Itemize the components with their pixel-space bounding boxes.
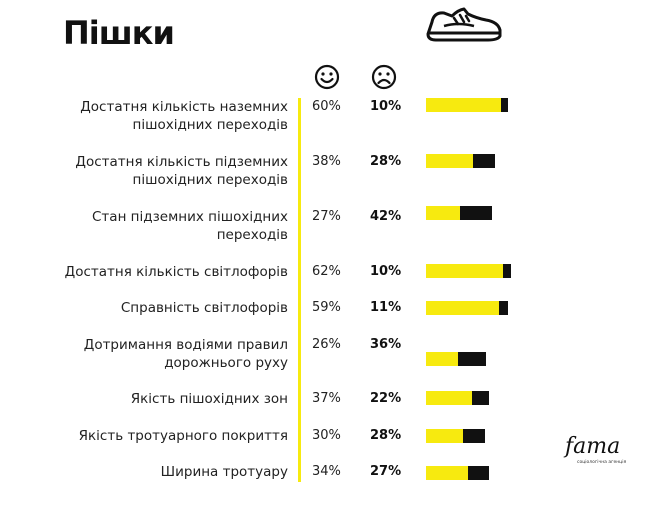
smiley-face-icon xyxy=(314,64,340,90)
bar-segment-dissatisfied xyxy=(473,154,495,168)
bar-segment-dissatisfied xyxy=(468,466,490,480)
satisfied-value: 27% xyxy=(312,209,341,224)
chart-row: Якість тротуарного покриття 30% 28% xyxy=(0,427,645,471)
satisfied-value: 38% xyxy=(312,154,341,169)
bar-segment-satisfied xyxy=(426,154,474,168)
dissatisfied-value: 28% xyxy=(370,428,402,443)
bar-segment-dissatisfied xyxy=(499,301,508,315)
category-label-line: Стан підземних пішохідних xyxy=(92,209,288,225)
bar-segment-satisfied xyxy=(426,466,469,480)
chart-row: Дотримання водіями правил дорожнього руху… xyxy=(0,336,645,380)
frown-face-icon xyxy=(371,64,397,90)
category-label: Достатня кількість наземних пішохідних пе… xyxy=(80,98,288,134)
page-title: Пішки xyxy=(63,14,175,52)
category-label: Якість пішохідних зон xyxy=(131,390,288,408)
category-label: Справність світлофорів xyxy=(121,299,288,317)
bar-segment-dissatisfied xyxy=(458,352,487,366)
satisfied-value: 37% xyxy=(312,391,341,406)
chart-row: Достатня кількість наземних пішохідних пе… xyxy=(0,98,645,142)
satisfied-value: 62% xyxy=(312,264,341,279)
chart-row: Достатня кількість підземних пішохідних п… xyxy=(0,153,645,197)
satisfied-value: 30% xyxy=(312,428,341,443)
category-label-line: Ширина тротуару xyxy=(160,464,288,480)
bar-segment-dissatisfied xyxy=(500,98,509,112)
bar-segment-satisfied xyxy=(426,98,501,112)
svg-text:fama: fama xyxy=(563,434,620,459)
category-label: Стан підземних пішохідних переходів xyxy=(92,208,288,244)
sneaker-icon xyxy=(426,7,502,42)
satisfied-value: 60% xyxy=(312,99,341,114)
category-label-line: Достатня кількість наземних xyxy=(80,99,288,115)
chart-row: Справність світлофорів 59% 11% xyxy=(0,299,645,343)
category-label: Достатня кількість підземних пішохідних п… xyxy=(75,153,288,189)
dissatisfied-value: 10% xyxy=(370,264,402,279)
dissatisfied-value: 11% xyxy=(370,300,402,315)
chart-row: Якість пішохідних зон 37% 22% xyxy=(0,390,645,434)
dissatisfied-value: 22% xyxy=(370,391,402,406)
category-label-line: Достатня кількість підземних xyxy=(75,154,288,170)
satisfied-value: 26% xyxy=(312,337,341,352)
bar-segment-satisfied xyxy=(426,264,504,278)
bar-segment-satisfied xyxy=(426,206,460,220)
bar-segment-dissatisfied xyxy=(472,391,490,405)
category-label: Якість тротуарного покриття xyxy=(79,427,288,445)
category-label: Ширина тротуару xyxy=(161,463,288,481)
yellow-divider-line xyxy=(298,98,301,482)
category-label-line: дорожнього руху xyxy=(164,355,288,371)
bar-segment-dissatisfied xyxy=(463,429,485,443)
chart-row: Достатня кількість світлофорів 62% 10% xyxy=(0,263,645,307)
category-label-line: пішохідних переходів xyxy=(132,172,288,188)
fama-logo: fama соціологічна агенція xyxy=(563,434,626,465)
bar-segment-dissatisfied xyxy=(503,264,511,278)
dissatisfied-value: 10% xyxy=(370,99,402,114)
satisfied-value: 34% xyxy=(312,464,341,479)
bar-segment-satisfied xyxy=(426,301,500,315)
bar-segment-dissatisfied xyxy=(459,206,493,220)
dissatisfied-value: 27% xyxy=(370,464,402,479)
chart-row: Ширина тротуару 34% 27% xyxy=(0,463,645,507)
category-label-line: Справність світлофорів xyxy=(120,300,288,316)
dissatisfied-value: 42% xyxy=(370,209,402,224)
category-label-line: Якість тротуарного покриття xyxy=(78,428,288,444)
satisfied-value: 59% xyxy=(312,300,341,315)
category-label: Дотримання водіями правил дорожнього руху xyxy=(84,336,288,372)
category-label-line: Якість пішохідних зон xyxy=(130,391,288,407)
dissatisfied-value: 28% xyxy=(370,154,402,169)
bar-segment-satisfied xyxy=(426,429,464,443)
category-label-line: Достатня кількість світлофорів xyxy=(64,264,288,280)
bar-segment-satisfied xyxy=(426,391,473,405)
bar-segment-satisfied xyxy=(426,352,459,366)
category-label-line: переходів xyxy=(216,227,288,243)
dissatisfied-value: 36% xyxy=(370,337,402,352)
svg-text:соціологічна агенція: соціологічна агенція xyxy=(577,459,626,465)
category-label: Достатня кількість світлофорів xyxy=(65,263,288,281)
category-label-line: пішохідних переходів xyxy=(132,117,288,133)
chart-row: Стан підземних пішохідних переходів 27% 42% xyxy=(0,208,645,252)
category-label-line: Дотримання водіями правил xyxy=(83,337,288,353)
